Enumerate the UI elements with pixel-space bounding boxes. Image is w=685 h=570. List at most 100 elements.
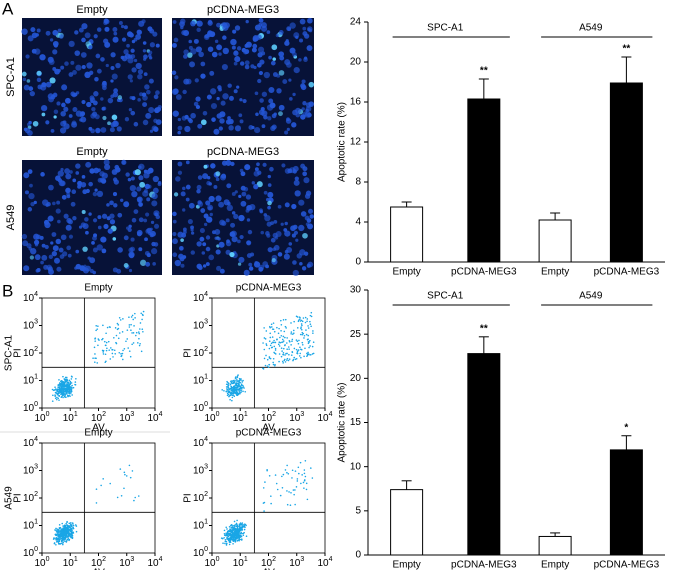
nucleus — [92, 235, 97, 241]
event-dot — [103, 340, 106, 343]
event-dot — [60, 396, 63, 399]
event-dot — [122, 318, 124, 320]
event-dot — [293, 347, 296, 350]
nucleus — [307, 28, 311, 32]
nucleus — [284, 221, 288, 226]
event-dot — [226, 392, 229, 395]
nucleus — [226, 239, 230, 244]
event-dot — [241, 528, 243, 530]
nucleus — [145, 261, 151, 267]
y-tick-label: 0 — [355, 257, 361, 268]
event-dot — [225, 526, 228, 529]
nucleus — [28, 86, 34, 91]
event-dot — [299, 461, 302, 464]
nucleus — [123, 201, 130, 208]
event-dot — [280, 323, 283, 326]
nucleus — [155, 43, 160, 48]
event-dot — [278, 360, 280, 363]
nucleus — [84, 217, 89, 222]
event-dot — [225, 532, 227, 535]
bar — [538, 535, 572, 556]
event-dot — [108, 349, 111, 351]
tick-base: 10 — [23, 438, 35, 449]
event-dot — [134, 317, 136, 319]
event-dot — [307, 342, 310, 345]
nucleus — [45, 120, 50, 125]
event-dot — [230, 529, 232, 532]
event-dot — [72, 527, 75, 530]
nucleus — [207, 46, 214, 52]
nucleus — [284, 202, 290, 208]
nucleus — [209, 70, 215, 76]
tick-base: 10 — [63, 413, 75, 424]
nucleus — [85, 230, 89, 235]
event-dot — [290, 491, 292, 494]
nucleus — [172, 20, 177, 24]
event-dot — [69, 391, 71, 393]
nucleus — [56, 200, 61, 205]
nucleus — [244, 60, 250, 66]
nucleus — [50, 241, 54, 245]
nucleus — [180, 18, 186, 25]
event-dot — [228, 543, 231, 546]
nucleus — [115, 62, 121, 69]
event-dot — [312, 332, 314, 334]
event-dot — [304, 347, 306, 350]
nucleus — [300, 211, 307, 217]
event-dot — [70, 378, 73, 380]
event-dot — [231, 386, 234, 389]
tick-exponent: 3 — [130, 411, 134, 418]
event-dot — [116, 496, 119, 499]
y-axis-label: PI — [13, 348, 24, 357]
nucleus — [75, 171, 80, 175]
tick-exponent: 1 — [204, 373, 208, 380]
nucleus — [230, 230, 237, 237]
nucleus — [179, 256, 185, 262]
event-dot — [311, 345, 314, 348]
nucleus — [146, 89, 151, 95]
nucleus — [301, 107, 305, 111]
nucleus — [40, 84, 47, 91]
event-dot — [68, 530, 70, 533]
event-dot — [56, 392, 58, 395]
nucleus — [185, 184, 191, 190]
nucleus — [275, 33, 280, 38]
nucleus — [182, 186, 186, 191]
event-dot — [280, 355, 283, 358]
event-dot — [290, 344, 292, 346]
nucleus — [280, 222, 284, 226]
nucleus — [107, 228, 113, 234]
nucleus — [126, 43, 130, 48]
event-dot — [282, 353, 285, 356]
nucleus — [200, 73, 206, 79]
tick-base: 10 — [261, 413, 273, 424]
nucleus — [143, 54, 148, 60]
event-dot — [229, 534, 232, 536]
tick-base: 10 — [317, 413, 329, 424]
nucleus — [97, 168, 101, 172]
event-dot — [269, 326, 272, 329]
nucleus — [303, 56, 308, 60]
event-dot — [236, 386, 239, 388]
nucleus — [207, 204, 214, 211]
event-dot — [276, 488, 279, 491]
nucleus — [183, 54, 188, 59]
event-dot — [133, 325, 135, 327]
nucleus — [36, 70, 42, 76]
nucleus — [24, 127, 31, 134]
nucleus — [237, 262, 242, 266]
nucleus — [225, 249, 231, 255]
event-dot — [72, 386, 75, 389]
event-dot — [70, 525, 73, 528]
x-axis-label: AV — [92, 568, 105, 570]
event-dot — [267, 366, 270, 369]
group-label: SPC-A1 — [427, 291, 464, 302]
tick-label: 100 — [23, 401, 38, 414]
tick-base: 10 — [34, 413, 46, 424]
event-dot — [66, 538, 69, 541]
nucleus — [133, 121, 139, 127]
nucleus — [96, 68, 102, 74]
event-dot — [240, 531, 243, 534]
nucleus — [294, 190, 301, 197]
tick-exponent: 3 — [300, 556, 304, 563]
